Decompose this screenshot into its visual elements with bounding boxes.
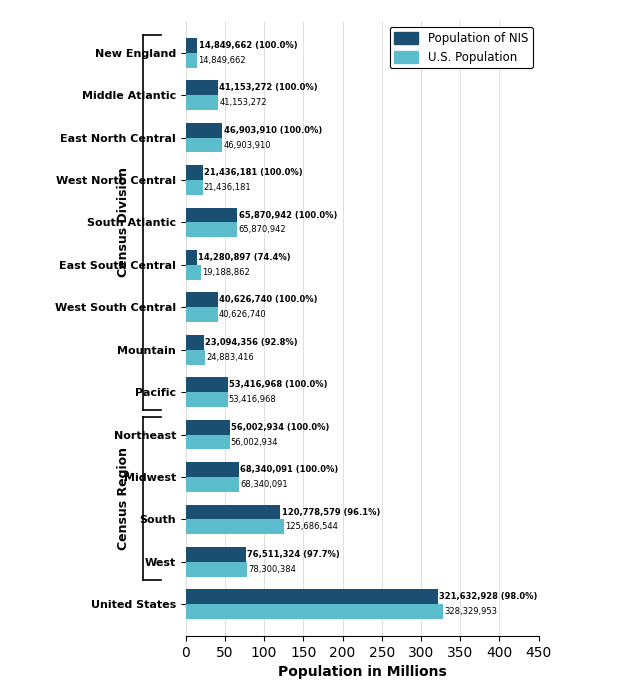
Bar [186,505,280,519]
Bar [186,462,240,477]
Text: 56,002,934: 56,002,934 [231,438,279,447]
Text: 40,626,740 (100.0%): 40,626,740 (100.0%) [219,296,317,304]
Bar [186,165,202,180]
Text: 14,280,897 (74.4%): 14,280,897 (74.4%) [198,253,291,262]
Bar [186,180,202,195]
Text: 78,300,384: 78,300,384 [248,565,296,574]
Text: 53,416,968 (100.0%): 53,416,968 (100.0%) [229,380,327,389]
X-axis label: Population in Millions: Population in Millions [278,665,446,679]
Bar [186,589,438,604]
Text: 19,188,862: 19,188,862 [202,268,249,277]
Text: 53,416,968: 53,416,968 [229,395,277,404]
Text: 14,849,662: 14,849,662 [199,56,246,65]
Text: 21,436,181 (100.0%): 21,436,181 (100.0%) [204,168,302,177]
Text: 46,903,910 (100.0%): 46,903,910 (100.0%) [223,126,322,135]
Text: 68,340,091: 68,340,091 [240,480,288,489]
Bar [186,419,230,435]
Text: 120,778,579 (96.1%): 120,778,579 (96.1%) [282,507,380,517]
Bar [186,138,222,152]
Bar [186,80,218,95]
Text: 321,632,928 (98.0%): 321,632,928 (98.0%) [439,592,537,601]
Text: 40,626,740: 40,626,740 [219,310,266,319]
Bar [186,265,201,280]
Text: 41,153,272: 41,153,272 [219,98,267,107]
Text: 56,002,934 (100.0%): 56,002,934 (100.0%) [231,423,329,432]
Bar [186,477,240,492]
Text: Census Region: Census Region [118,447,131,549]
Text: 68,340,091 (100.0%): 68,340,091 (100.0%) [240,465,339,474]
Bar [186,377,228,392]
Bar [186,208,237,222]
Bar [186,562,247,577]
Bar [186,519,284,534]
Text: 65,870,942: 65,870,942 [238,225,286,234]
Bar [186,123,222,138]
Bar [186,392,228,407]
Bar [186,95,218,110]
Bar [186,222,237,238]
Text: 125,686,544: 125,686,544 [285,522,339,531]
Bar [186,53,197,68]
Bar [186,350,206,365]
Text: 24,883,416: 24,883,416 [206,353,254,361]
Text: 21,436,181: 21,436,181 [204,183,251,192]
Bar [186,547,246,562]
Text: 328,329,953: 328,329,953 [444,607,497,617]
Bar [186,38,197,53]
Text: 76,511,324 (97.7%): 76,511,324 (97.7%) [247,550,340,559]
Bar [186,308,217,322]
Text: 46,903,910: 46,903,910 [223,140,271,150]
Text: 65,870,942 (100.0%): 65,870,942 (100.0%) [238,210,337,219]
Bar [186,435,230,449]
Bar [186,335,204,350]
Text: 14,849,662 (100.0%): 14,849,662 (100.0%) [199,41,297,50]
Text: 41,153,272 (100.0%): 41,153,272 (100.0%) [219,83,318,92]
Bar [186,250,197,265]
Legend: Population of NIS, U.S. Population: Population of NIS, U.S. Population [390,27,532,69]
Bar [186,292,217,308]
Text: 23,094,356 (92.8%): 23,094,356 (92.8%) [205,338,298,347]
Bar [186,604,443,619]
Text: Census Division: Census Division [118,168,131,278]
